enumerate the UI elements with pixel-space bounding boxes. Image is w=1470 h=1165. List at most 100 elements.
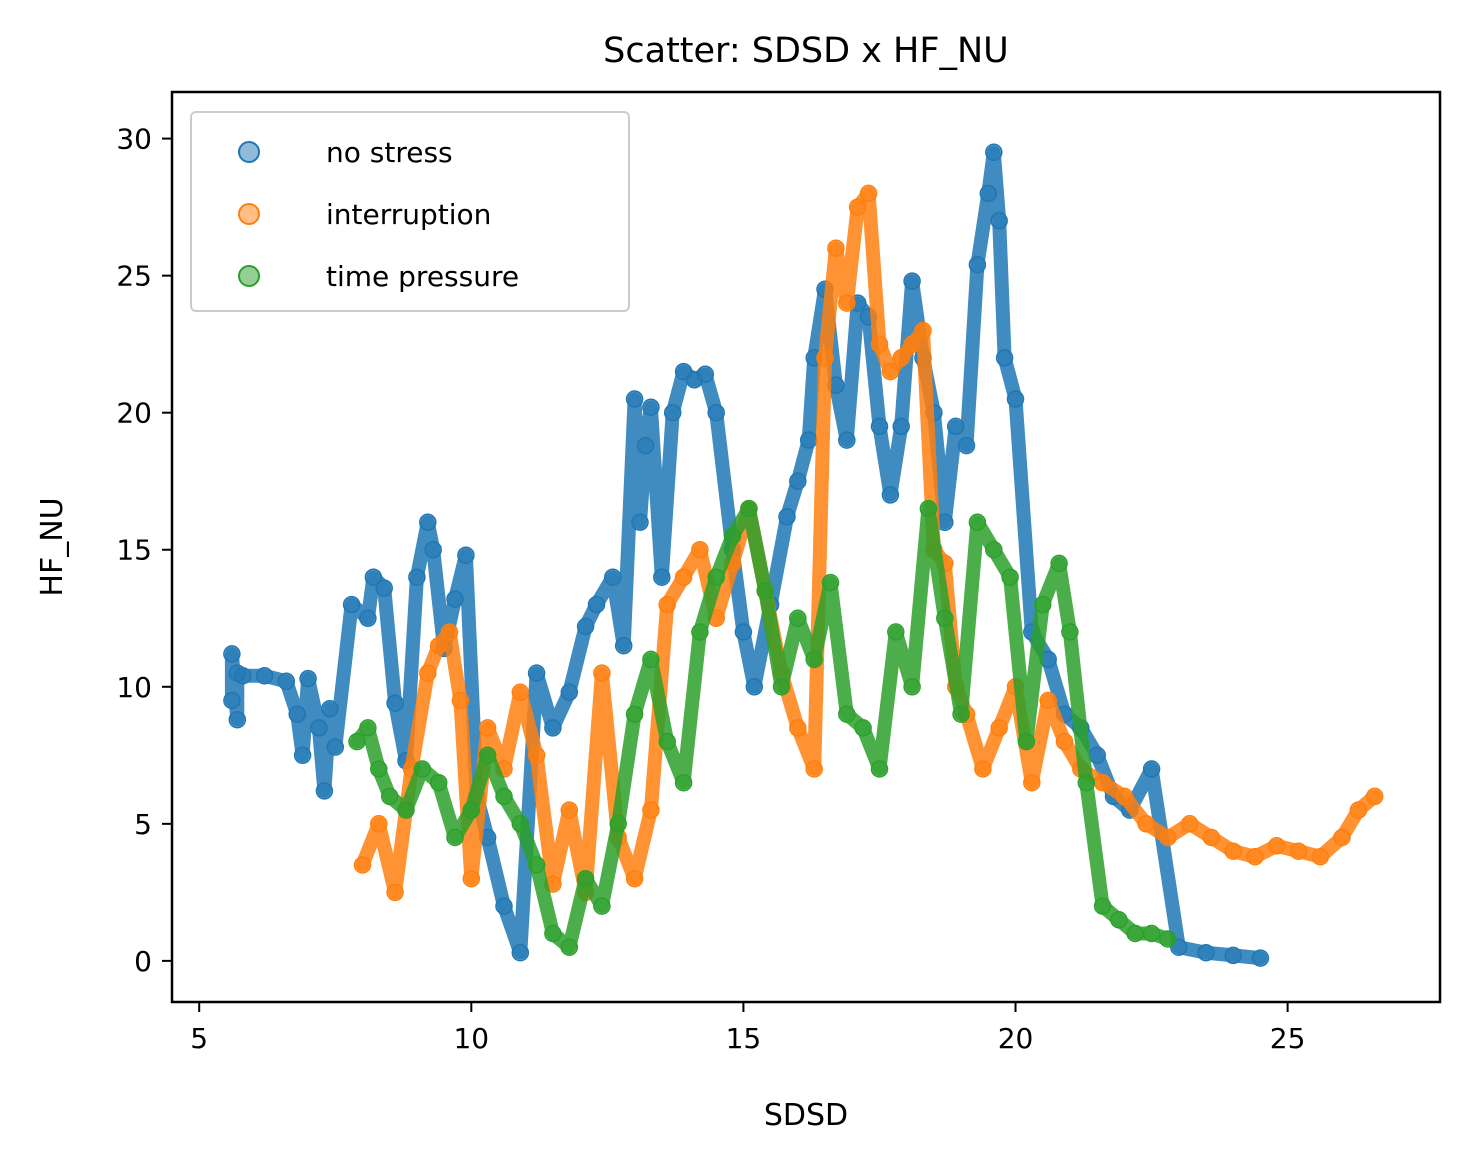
data-point <box>990 212 1008 230</box>
x-tick-label: 20 <box>998 1022 1034 1055</box>
y-tick-label: 20 <box>116 397 152 430</box>
data-point <box>707 403 725 422</box>
data-point <box>1159 828 1177 847</box>
x-tick-label: 25 <box>1270 1022 1306 1055</box>
data-point <box>707 568 725 586</box>
data-point <box>321 699 339 718</box>
data-point <box>772 678 791 696</box>
data-point <box>614 636 633 655</box>
data-point <box>364 568 383 586</box>
data-point <box>413 760 432 778</box>
series-time-pressure <box>348 499 1177 956</box>
data-point <box>870 335 889 353</box>
data-point <box>1197 943 1215 962</box>
data-point <box>560 938 579 956</box>
data-point <box>887 623 905 641</box>
y-tick-label: 0 <box>134 945 152 978</box>
data-point <box>1077 773 1096 792</box>
data-point <box>353 856 372 874</box>
data-point <box>625 705 644 723</box>
y-tick-label: 30 <box>116 123 152 156</box>
plot-area <box>170 90 1442 1004</box>
chart-title: Scatter: SDSD x HF_NU <box>603 31 1009 71</box>
data-point <box>1023 773 1041 792</box>
plot-frame <box>170 90 1442 1004</box>
data-point <box>1039 691 1057 710</box>
data-point <box>636 436 655 455</box>
data-point <box>968 255 987 274</box>
data-point <box>1142 760 1161 778</box>
data-point <box>609 815 627 833</box>
data-point <box>805 650 823 669</box>
data-point <box>968 513 987 532</box>
legend: no stress interruption time pressure <box>190 111 630 312</box>
x-axis-ticks: 5 10 15 20 25 <box>190 1002 1305 1055</box>
data-point <box>419 664 437 682</box>
data-point <box>593 897 611 915</box>
data-point <box>370 760 388 778</box>
legend-marker <box>238 265 260 287</box>
data-point <box>821 573 840 592</box>
data-point <box>642 801 660 819</box>
data-point <box>429 636 448 655</box>
data-point <box>848 198 867 216</box>
data-point <box>544 719 562 737</box>
data-point <box>658 732 676 751</box>
data-point <box>527 664 546 682</box>
data-point <box>604 568 622 586</box>
data-point <box>386 883 404 902</box>
data-point <box>1061 623 1079 641</box>
data-point <box>386 694 404 712</box>
data-point <box>560 683 579 702</box>
data-point <box>576 869 595 888</box>
data-point <box>892 417 910 436</box>
x-tick-label: 10 <box>453 1022 489 1055</box>
data-point <box>359 609 377 628</box>
data-point <box>723 527 742 545</box>
data-point <box>838 431 856 449</box>
data-point <box>440 623 459 641</box>
data-point <box>674 568 693 586</box>
data-point <box>1142 924 1161 943</box>
legend-label: time pressure <box>326 260 519 293</box>
legend-marker <box>238 141 260 163</box>
data-point <box>870 760 889 778</box>
series-trace <box>350 501 1175 955</box>
data-point <box>1126 924 1144 943</box>
data-point <box>397 801 415 819</box>
data-point <box>838 705 856 723</box>
data-point <box>315 782 334 800</box>
data-point <box>511 815 530 833</box>
data-point <box>511 683 530 702</box>
data-point <box>457 546 475 564</box>
data-point <box>642 398 660 416</box>
data-point <box>1159 930 1177 948</box>
data-point <box>495 787 513 806</box>
data-point <box>756 582 774 600</box>
data-point <box>740 499 758 518</box>
data-point <box>223 691 241 710</box>
data-point <box>408 568 426 586</box>
data-point <box>903 272 921 290</box>
data-point <box>903 678 921 696</box>
data-point <box>985 540 1003 559</box>
data-point <box>446 590 464 608</box>
data-point <box>658 595 676 614</box>
data-point <box>370 815 388 833</box>
data-point <box>625 390 644 408</box>
data-point <box>1033 595 1052 614</box>
data-point <box>838 294 856 312</box>
data-point <box>1055 732 1074 751</box>
data-point <box>631 513 649 532</box>
data-point <box>734 623 753 641</box>
data-point <box>1349 801 1368 819</box>
data-point <box>310 719 328 737</box>
data-point <box>1017 732 1036 751</box>
data-point <box>233 667 252 685</box>
data-point <box>990 719 1008 737</box>
y-tick-label: 15 <box>116 534 152 567</box>
data-point <box>1202 828 1221 847</box>
data-point <box>375 579 393 597</box>
data-point <box>903 335 921 353</box>
data-point <box>1088 746 1106 765</box>
